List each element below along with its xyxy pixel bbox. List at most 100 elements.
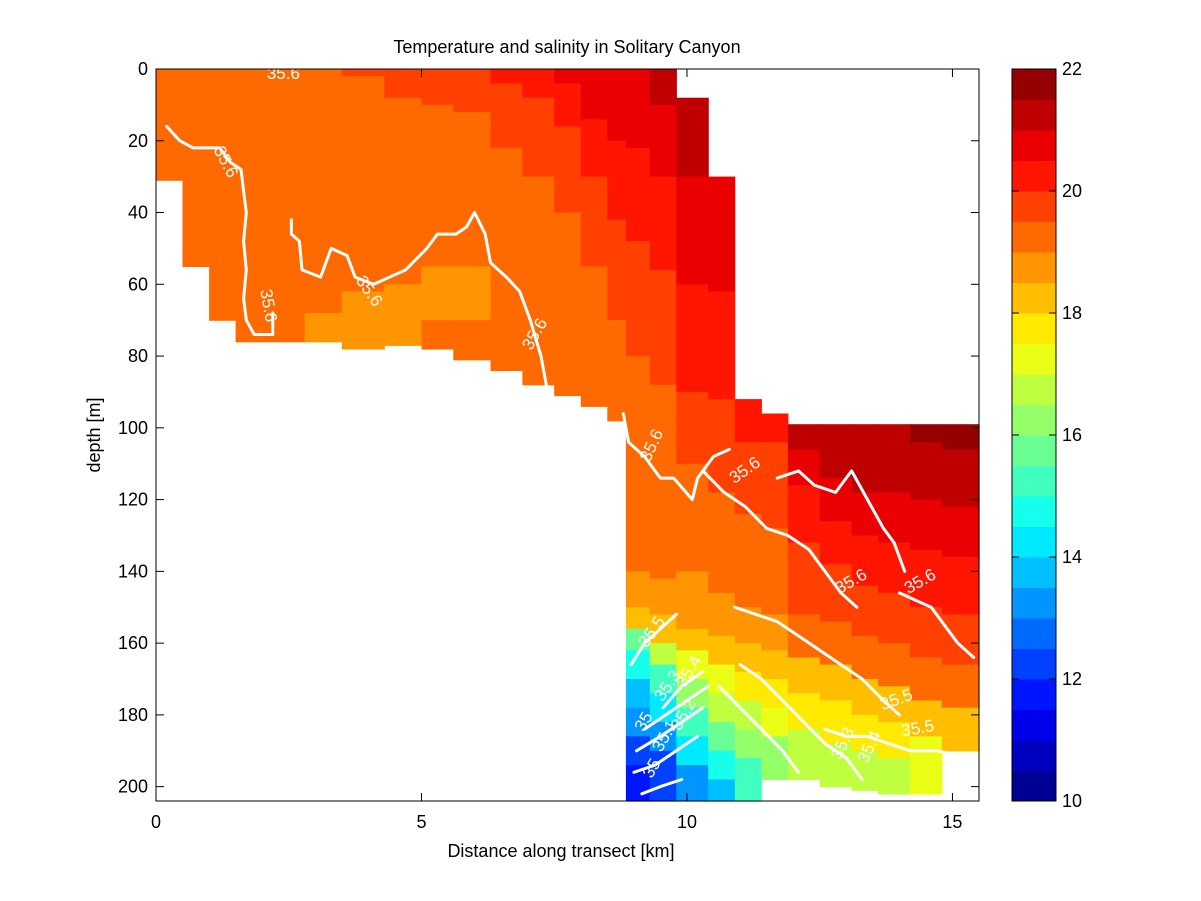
colorbar-segment xyxy=(1012,99,1056,131)
salinity-contour-35-6 xyxy=(775,469,907,573)
temperature-cell xyxy=(910,442,943,501)
temperature-cell xyxy=(708,779,736,802)
temperature-cell xyxy=(676,284,709,393)
salinity-contour-35 xyxy=(640,778,684,796)
salinity-contour-35-6 xyxy=(701,469,859,609)
colorbar-segment xyxy=(1012,282,1056,314)
temperature-cell xyxy=(761,442,789,529)
temperature-cell xyxy=(761,413,789,443)
colorbar-segment xyxy=(1012,343,1056,375)
temperature-cell xyxy=(787,614,821,659)
salinity-contour-35-6 xyxy=(165,124,275,336)
temperature-cell xyxy=(421,320,454,350)
y-tick-label: 40 xyxy=(128,203,148,223)
colorbar-segment xyxy=(1012,679,1056,710)
y-tick-label: 20 xyxy=(128,131,148,151)
temperature-cell xyxy=(421,266,454,321)
temperature-cell xyxy=(580,119,608,178)
temperature-cell xyxy=(941,424,980,450)
temperature-cell xyxy=(708,492,736,594)
salinity-contour-35-4 xyxy=(738,663,864,781)
colorbar-scale xyxy=(1012,69,1056,802)
temperature-cell xyxy=(708,635,736,666)
salinity-contour-35-5 xyxy=(733,605,901,717)
temperature-cell xyxy=(554,126,582,214)
temperature-cell xyxy=(262,69,306,343)
colorbar-tick-label: 22 xyxy=(1062,59,1082,79)
salinity-contour-35-6 xyxy=(621,412,731,502)
colorbar-segment xyxy=(1012,404,1056,436)
salinity-contour-35-5 xyxy=(823,727,976,760)
colorbar-segment xyxy=(1012,709,1056,741)
temperature-cell xyxy=(676,391,709,465)
temperature-cell xyxy=(649,176,677,271)
colorbar: 10 12 14 16 18 20 22 xyxy=(1011,59,1082,811)
x-axis-label: Distance along transect [km] xyxy=(447,841,674,861)
temperature-cell xyxy=(490,305,523,371)
temperature-cell xyxy=(708,176,736,292)
temperature-cell xyxy=(453,69,492,113)
temperature-cell xyxy=(910,657,943,702)
salinity-contour-35-5 xyxy=(629,612,678,667)
temperature-cell xyxy=(878,643,911,687)
temperature-cell xyxy=(384,284,423,346)
temperature-cell xyxy=(649,384,677,580)
temperature-cell xyxy=(851,714,879,752)
y-axis-label: depth [m] xyxy=(84,397,104,472)
temperature-cell xyxy=(522,97,555,178)
x-tick-label: 15 xyxy=(942,812,962,832)
chart-title: Temperature and salinity in Solitary Can… xyxy=(393,37,740,57)
temperature-cell xyxy=(625,147,651,242)
temperature-cell xyxy=(878,686,911,723)
x-tick-label: 10 xyxy=(677,812,697,832)
temperature-cell xyxy=(708,592,736,637)
colorbar-tick-label: 20 xyxy=(1062,181,1082,201)
y-tick-label: 100 xyxy=(118,418,148,438)
y-tick-label: 140 xyxy=(118,561,148,581)
colorbar-ticks: 10 12 14 16 18 20 22 xyxy=(1012,59,1082,811)
temperature-cell xyxy=(421,104,454,268)
contour-label: 35.6 xyxy=(267,64,300,83)
temperature-cell xyxy=(209,69,237,321)
temperature-cell xyxy=(490,69,523,84)
y-tick-label: 80 xyxy=(128,346,148,366)
temperature-cell xyxy=(878,542,911,594)
temperature-cell xyxy=(851,535,879,587)
salinity-contour-35-6 xyxy=(897,591,976,659)
salinity-contour-35-2 xyxy=(635,706,705,753)
temperature-cell xyxy=(734,757,762,802)
temperature-cell xyxy=(910,549,943,608)
temperature-cell xyxy=(708,399,736,493)
temperature-cell xyxy=(819,478,853,522)
temperature-cell xyxy=(580,176,608,267)
colorbar-segment xyxy=(1012,496,1056,527)
salinity-contour-35-4 xyxy=(661,670,705,710)
temperature-cell xyxy=(625,679,651,709)
colorbar-tick-label: 18 xyxy=(1062,303,1082,323)
temperature-cell xyxy=(554,83,582,128)
temperature-cell xyxy=(676,650,709,680)
temperature-cell xyxy=(787,424,821,450)
colorbar-segment xyxy=(1012,252,1056,283)
colorbar-segment xyxy=(1012,618,1056,649)
temperature-cell xyxy=(734,513,762,608)
temperature-cell xyxy=(235,69,263,343)
colorbar-tick-label: 10 xyxy=(1062,791,1082,811)
temperature-cell xyxy=(787,542,821,615)
temperature-cell xyxy=(156,69,184,181)
temperature-cell xyxy=(787,657,821,694)
temperature-cell xyxy=(787,485,821,544)
temperature-cell xyxy=(625,707,651,737)
y-tick-label: 160 xyxy=(118,633,148,653)
temperature-cell xyxy=(676,176,709,285)
x-axis-ticks: 0 5 10 15 xyxy=(151,69,962,832)
temperature-cell xyxy=(649,69,677,106)
temperature-cell xyxy=(554,69,582,84)
temperature-cell xyxy=(490,83,523,149)
temperature-cell xyxy=(453,320,492,361)
temperature-cell xyxy=(580,266,608,407)
temperature-cell xyxy=(819,521,853,565)
colorbar-segment xyxy=(1012,770,1056,802)
temperature-cell xyxy=(708,750,736,781)
